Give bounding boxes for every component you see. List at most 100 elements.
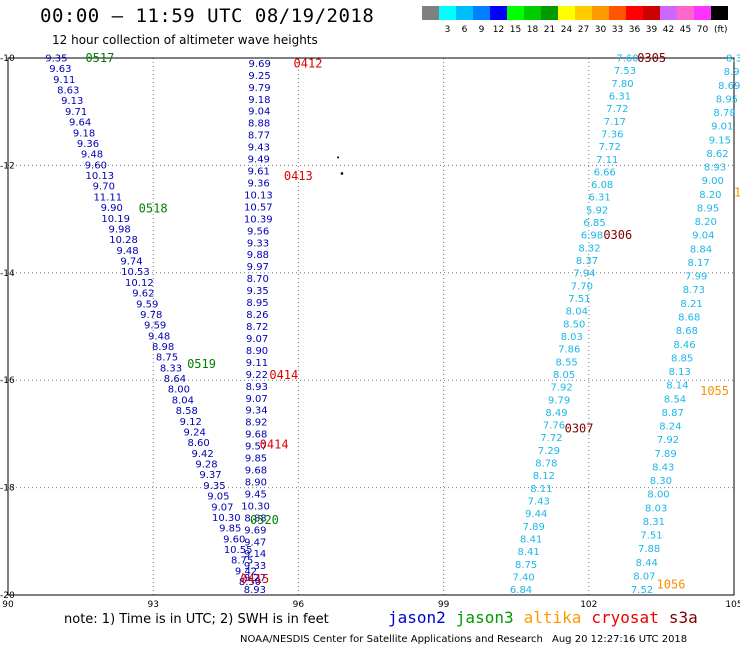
- wave-height-value: 9.57: [245, 442, 267, 453]
- legend-swatch: [592, 6, 609, 20]
- wave-height-value: 10.12: [125, 278, 154, 289]
- wave-height-value: 9.90: [101, 203, 123, 214]
- wave-height-value: 9.85: [219, 524, 241, 535]
- wave-height-value: 8.33: [160, 363, 182, 374]
- wave-height-value: 8.00: [168, 385, 190, 396]
- wave-height-value: 9.98: [108, 224, 130, 235]
- wave-height-value: 8.32: [578, 243, 600, 254]
- wave-height-value: 9.43: [248, 143, 270, 154]
- legend-swatch: [439, 6, 456, 20]
- wave-height-value: 9.35: [203, 481, 225, 492]
- wave-height-value: 9.47: [244, 537, 266, 548]
- pass-time-label: 0518: [139, 201, 168, 215]
- wave-height-value: 9.28: [195, 460, 217, 471]
- y-tick-label: -12: [0, 161, 15, 171]
- legend-label: 21: [543, 25, 556, 35]
- wave-height-value: 9.69: [249, 59, 271, 70]
- generation-timestamp: Aug 20 12:27:16 UTC 2018: [552, 634, 688, 645]
- legend-label: 27: [577, 25, 590, 35]
- wave-height-value: 8.13: [669, 367, 691, 378]
- wave-height-value: 8.50: [239, 577, 261, 588]
- y-tick-label: -10: [0, 54, 15, 64]
- wave-height-value: 9.85: [245, 454, 267, 465]
- x-tick-label: 99: [438, 600, 450, 608]
- wave-height-value: 7.99: [685, 272, 707, 283]
- wave-height-value: 8.12: [533, 471, 555, 482]
- wave-height-value: 9.42: [191, 449, 213, 460]
- pass-time-label: 1055: [700, 384, 729, 398]
- wave-height-value: 9.07: [245, 394, 267, 405]
- wave-height-value: 8.30: [650, 476, 672, 487]
- wave-height-value: 9.13: [61, 96, 83, 107]
- legend-swatch: [609, 6, 626, 20]
- legend-label: 3: [444, 25, 451, 35]
- wave-height-value: 9.78: [140, 310, 162, 321]
- wave-height-value: 9.04: [248, 107, 270, 118]
- wave-height-value: 8.04: [172, 395, 194, 406]
- footer-note: note: 1) Time is in UTC; 2) SWH is in fe…: [64, 612, 329, 627]
- legend-unit: (ft): [714, 25, 728, 35]
- wave-height-value: 7.51: [640, 531, 662, 542]
- wave-height-value: 7.89: [523, 522, 545, 533]
- legend-swatch: [490, 6, 507, 20]
- wave-height-value: 9.68: [245, 466, 267, 477]
- wave-height-value: 10.28: [109, 235, 138, 246]
- legend-swatch: [575, 6, 592, 20]
- pass-time-label: 0414: [269, 368, 298, 382]
- pass-time-label: 0412: [294, 56, 323, 70]
- wave-height-value: 8.50: [563, 319, 585, 330]
- wave-height-value: 7.11: [596, 155, 618, 166]
- wave-height-value: 8.46: [673, 340, 695, 351]
- pass-time-label: 1056: [657, 577, 686, 591]
- wave-height-value: 7.72: [606, 104, 628, 115]
- wave-height-value: 8.93: [704, 163, 726, 174]
- wave-height-value: 5.92: [586, 205, 608, 216]
- wave-height-value: 8.04: [566, 307, 588, 318]
- wave-height-map: 90 93 96 99 102 105-10-12-14-16-18-209.359.63…: [0, 51, 740, 608]
- wave-height-value: 9.48: [81, 150, 103, 161]
- y-tick-label: -16: [0, 376, 15, 386]
- wave-height-value: 9.49: [248, 155, 270, 166]
- wave-height-value: 8.14: [666, 381, 688, 392]
- wave-height-value: 7.88: [638, 544, 660, 555]
- wave-height-value: 9.15: [709, 135, 731, 146]
- pass-time-label: 0306: [603, 228, 632, 242]
- x-tick-label: 90: [2, 600, 14, 608]
- wave-height-value: 8.68: [678, 312, 700, 323]
- legend-label: 9: [478, 25, 485, 35]
- satellite-name: altika: [523, 608, 582, 627]
- wave-height-value: 8.93: [246, 382, 268, 393]
- wave-height-value: 8.92: [245, 418, 267, 429]
- wave-height-value: 9.61: [248, 167, 270, 178]
- wave-height-value: 8.54: [664, 394, 686, 405]
- wave-height-value: 7.80: [611, 79, 633, 90]
- legend-label: 12: [492, 25, 505, 35]
- wave-height-value: 7.72: [599, 142, 621, 153]
- pass-time-label: 0519: [187, 357, 216, 371]
- wave-height-value: 9.18: [248, 95, 270, 106]
- wave-height-value: 8.3: [726, 54, 740, 65]
- wave-height-value: 9.18: [73, 128, 95, 139]
- legend-swatch: [473, 6, 490, 20]
- wave-height-value: 9.79: [248, 83, 270, 94]
- legend-swatch: [558, 6, 575, 20]
- wave-height-value: 9.36: [247, 178, 269, 189]
- wave-height-value: 9.64: [69, 118, 91, 129]
- legend-label: 30: [594, 25, 607, 35]
- legend-swatch: [660, 6, 677, 20]
- legend-label: 36: [628, 25, 641, 35]
- wave-height-value: 9.05: [207, 492, 229, 503]
- wave-height-value: 8.05: [553, 370, 575, 381]
- wave-height-value: 8.9: [724, 67, 740, 78]
- wave-height-value: 9.11: [53, 75, 75, 86]
- wave-height-value: 9.71: [65, 107, 87, 118]
- legend-label: 18: [526, 25, 539, 35]
- wave-height-value: 7.51: [568, 294, 590, 305]
- x-tick-label: 93: [147, 600, 158, 608]
- wave-height-value: 9.12: [180, 417, 202, 428]
- wave-height-value: 8.26: [246, 310, 268, 321]
- wave-height-value: 9.35: [246, 286, 268, 297]
- wave-height-value: 7.86: [558, 345, 580, 356]
- wave-height-value: 8.41: [520, 534, 542, 545]
- x-tick-label: 96: [293, 600, 305, 608]
